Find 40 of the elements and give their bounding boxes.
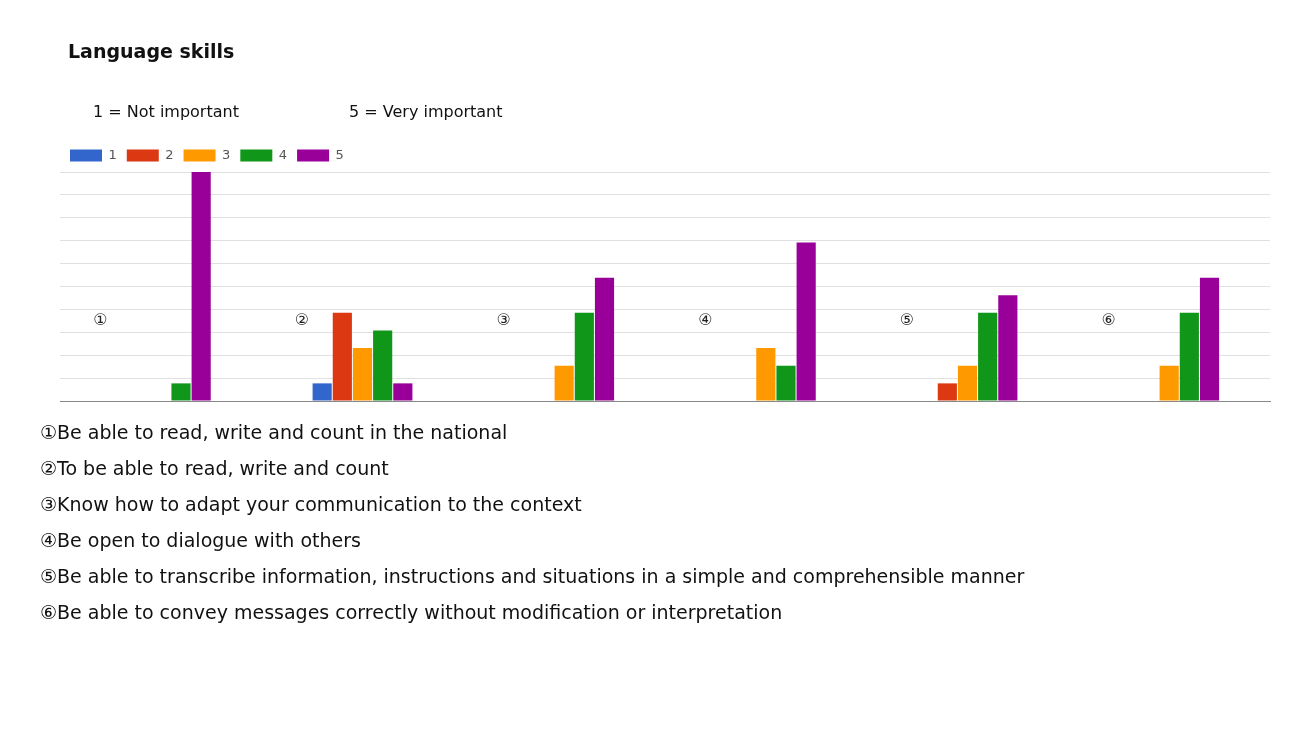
x-tick-label: ② xyxy=(294,310,310,330)
bar xyxy=(393,383,413,401)
text: ①Be able to read, write and count in the national xyxy=(40,421,509,443)
bar xyxy=(998,295,1018,401)
text: 5 = Very important xyxy=(349,102,503,121)
x-tick-label: ⑤ xyxy=(899,310,915,330)
legend-label: 5 xyxy=(335,146,344,162)
x-tick-label: ④ xyxy=(698,310,713,330)
x-tick-label: ③ xyxy=(496,310,511,330)
text: ④Be open to dialogue with others xyxy=(40,529,362,551)
bar xyxy=(957,365,978,401)
legend-label: 2 xyxy=(165,146,174,162)
bar xyxy=(1199,277,1220,401)
bar xyxy=(1159,365,1179,401)
legend-label: 1 xyxy=(108,146,117,162)
text: ③Know how to adapt your communication to the context xyxy=(40,493,583,515)
x-tick-label: ① xyxy=(93,310,108,330)
bar xyxy=(796,242,816,401)
legend-label: 4 xyxy=(278,146,288,162)
bar xyxy=(594,277,615,401)
text: ②To be able to read, write and count xyxy=(40,457,390,479)
bar xyxy=(937,383,957,401)
bar xyxy=(191,172,211,401)
bar xyxy=(332,312,352,401)
bar xyxy=(1179,312,1199,401)
text: ⑤Be able to transcribe information, instructions and situations in a simple and comprehensible manner xyxy=(40,565,1026,587)
bar xyxy=(373,330,393,401)
chart-title: Language skills xyxy=(68,40,236,62)
text: 1 = Not important xyxy=(93,102,239,121)
bar xyxy=(574,312,594,401)
bar xyxy=(756,348,776,401)
bar xyxy=(171,383,191,401)
legend-label: 3 xyxy=(222,146,231,162)
text: ⑥Be able to convey messages correctly without modification or interpretation xyxy=(40,601,784,623)
bar xyxy=(978,312,998,401)
bar xyxy=(312,383,332,401)
bar xyxy=(776,365,796,401)
x-tick-label: ⑥ xyxy=(1101,310,1116,330)
bar xyxy=(352,348,373,401)
bar xyxy=(554,365,574,401)
